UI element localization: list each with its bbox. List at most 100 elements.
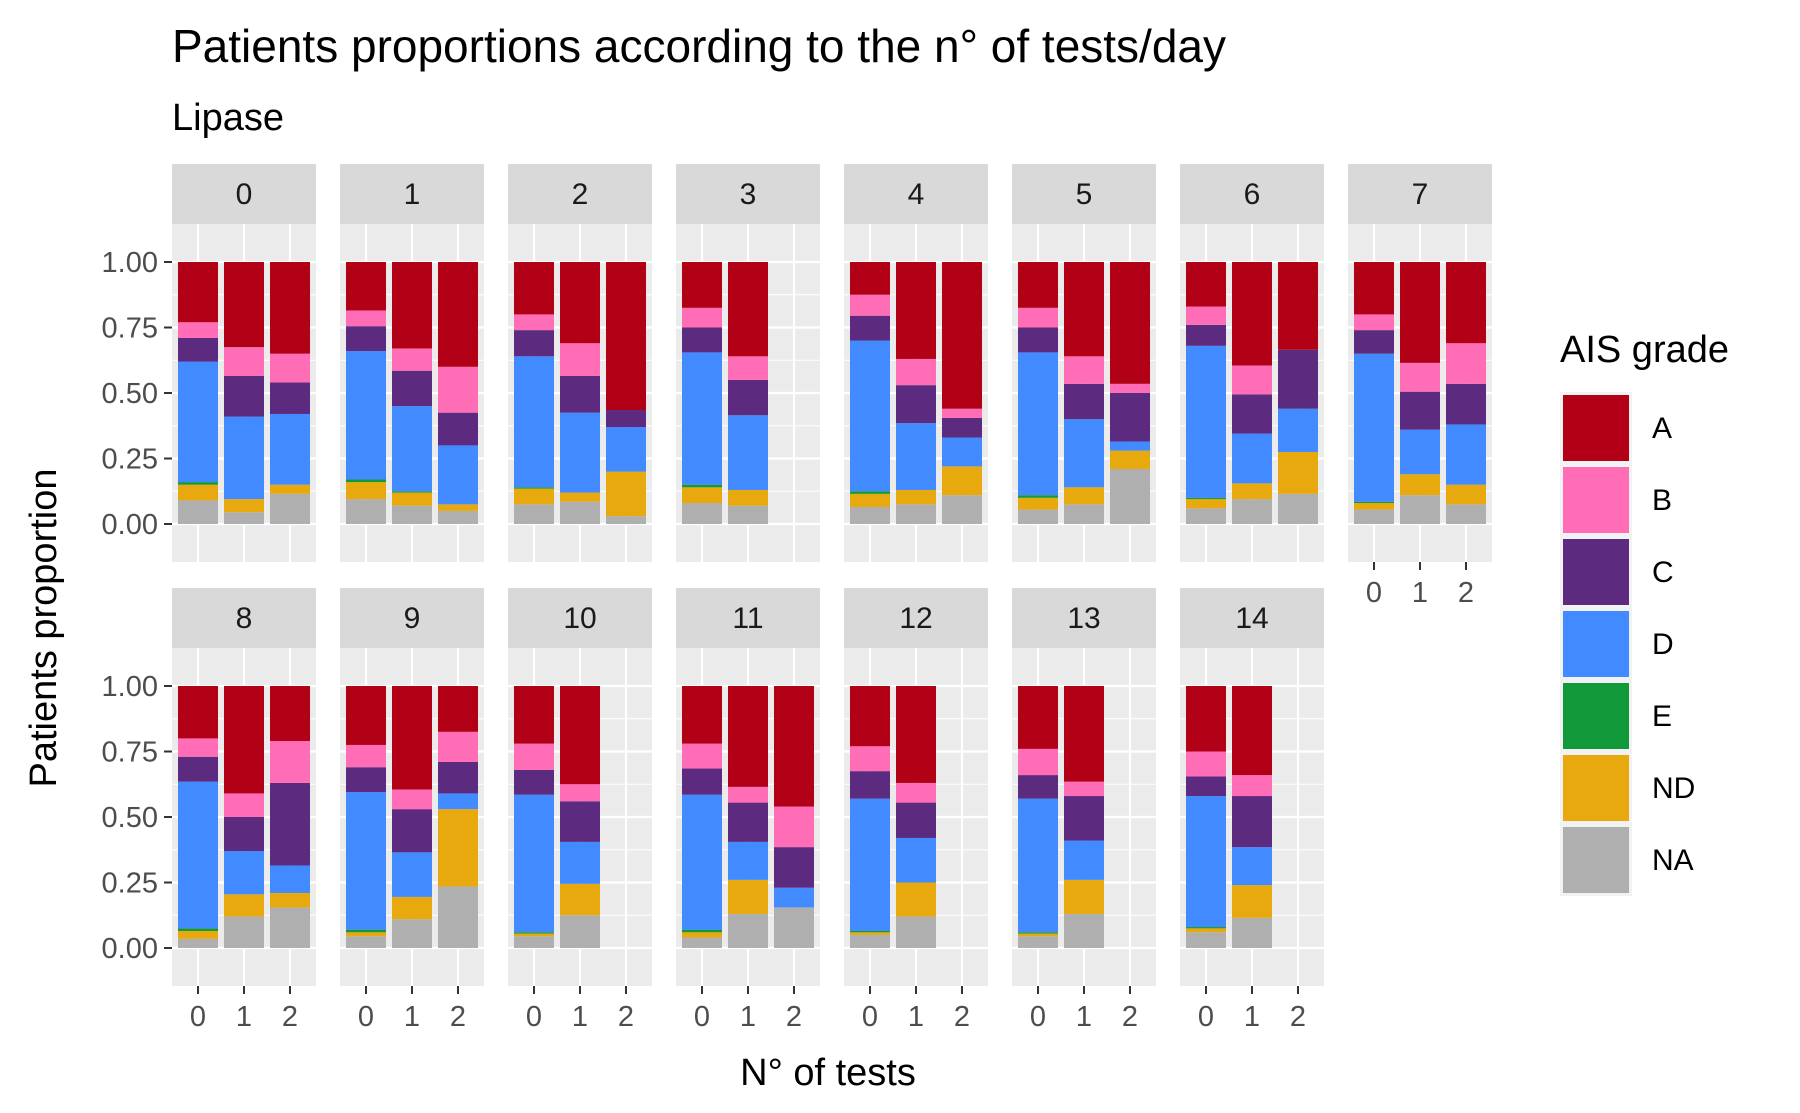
bar-segment-a xyxy=(1354,262,1394,315)
bar-segment-b xyxy=(1400,362,1440,392)
bar-segment-c xyxy=(392,809,432,853)
x-tick-label: 1 xyxy=(908,1001,924,1033)
bar-segment-c xyxy=(270,782,310,866)
bar-segment-c xyxy=(1186,776,1226,797)
bar-segment-b xyxy=(1232,775,1272,797)
y-tick-label: 0.50 xyxy=(102,802,158,834)
legend-label-a: A xyxy=(1652,412,1672,445)
bar-segment-na xyxy=(1446,504,1486,524)
bar-segment-e xyxy=(1018,932,1058,934)
bar-segment-c xyxy=(1446,383,1486,425)
bar-segment-d xyxy=(1186,345,1226,498)
bar-segment-nd xyxy=(514,933,554,937)
bar-segment-a xyxy=(896,686,936,783)
bar-segment-na xyxy=(896,916,936,948)
bar-segment-na xyxy=(270,907,310,948)
bar-segment-c xyxy=(178,337,218,362)
facet-panel-12: 120 1 2 xyxy=(844,588,988,1033)
bar-segment-nd xyxy=(728,879,768,914)
legend-swatch-a xyxy=(1563,395,1629,461)
x-tick-label: 2 xyxy=(450,1001,466,1033)
bar-segment-c xyxy=(1110,393,1150,442)
bar-segment-b xyxy=(896,358,936,386)
bar-segment-c xyxy=(224,375,264,417)
legend-swatch-c xyxy=(1563,539,1629,605)
bar-segment-a xyxy=(896,262,936,359)
bar-segment-na xyxy=(270,493,310,524)
y-tick-label: 0.25 xyxy=(102,444,158,476)
facet-strip xyxy=(508,164,652,224)
bar-segment-a xyxy=(270,686,310,742)
bar-segment-nd xyxy=(896,489,936,505)
bar-segment-d xyxy=(514,356,554,488)
bar-segment-d xyxy=(560,412,600,493)
bar-segment-d xyxy=(850,340,890,492)
bar-segment-na xyxy=(1354,509,1394,524)
bar-segment-a xyxy=(392,262,432,349)
x-tick-label: 2 xyxy=(1122,1001,1138,1033)
bar-segment-nd xyxy=(850,493,890,507)
bar-segment-nd xyxy=(346,482,386,500)
bar-segment-e xyxy=(1018,495,1058,498)
bar-segment-b xyxy=(560,343,600,376)
bar-segment-nd xyxy=(1278,451,1318,494)
facet-panel-4: 4 xyxy=(844,164,988,562)
bar-segment-na xyxy=(1186,932,1226,948)
bar-segment-nd xyxy=(560,492,600,502)
bar-segment-a xyxy=(850,262,890,295)
y-tick-label: 0.75 xyxy=(102,313,158,345)
bar-segment-c xyxy=(560,801,600,842)
x-tick-label: 0 xyxy=(694,1001,710,1033)
y-tick-label: 0.00 xyxy=(102,509,158,541)
facet-strip xyxy=(340,588,484,648)
bar-segment-nd xyxy=(1400,474,1440,496)
bar-segment-a xyxy=(438,262,478,367)
bar-segment-a xyxy=(178,686,218,739)
bar-segment-c xyxy=(896,385,936,424)
bar-segment-a xyxy=(1018,262,1058,308)
bar-segment-nd xyxy=(178,484,218,501)
bar-segment-na xyxy=(1064,504,1104,524)
bar-segment-e xyxy=(514,487,554,489)
bar-segment-na xyxy=(1110,468,1150,524)
y-tick-label: 0.00 xyxy=(102,933,158,965)
bar-segment-na xyxy=(1064,913,1104,948)
bar-segment-na xyxy=(1232,917,1272,948)
bar-segment-d xyxy=(774,887,814,908)
bar-segment-b xyxy=(896,782,936,803)
bar-segment-a xyxy=(560,686,600,785)
x-tick-label: 2 xyxy=(618,1001,634,1033)
bar-segment-na xyxy=(178,500,218,524)
x-tick-label: 1 xyxy=(236,1001,252,1033)
facet-panel-8: 8 0.00 0.25 0.50 0.75 1.00 0 1 2 xyxy=(102,588,316,1033)
facet-strip-label: 12 xyxy=(899,602,932,635)
bar-segment-d xyxy=(1064,840,1104,880)
bar-segment-a xyxy=(1278,262,1318,350)
bar-segment-na xyxy=(774,907,814,948)
facet-panel-6: 6 xyxy=(1180,164,1324,562)
bar-segment-nd xyxy=(1232,885,1272,918)
bar-segment-a xyxy=(1232,262,1272,366)
bar-segment-a xyxy=(682,686,722,744)
bar-segment-nd xyxy=(438,809,478,887)
x-tick-label: 0 xyxy=(358,1001,374,1033)
bar-segment-na xyxy=(1186,508,1226,524)
legend-label-nd: ND xyxy=(1652,772,1695,805)
bar-segment-a xyxy=(392,686,432,790)
bar-segment-a xyxy=(1018,686,1058,749)
bar-segment-b xyxy=(1186,306,1226,325)
bar-segment-na xyxy=(224,512,264,524)
bar-segment-a xyxy=(728,262,768,357)
bar-segment-c xyxy=(1018,775,1058,799)
bar-segment-nd xyxy=(1110,450,1150,469)
bar-segment-b xyxy=(346,744,386,768)
bar-segment-e xyxy=(346,479,386,483)
facet-panel-1: 1 xyxy=(340,164,484,562)
legend-label-d: D xyxy=(1652,628,1674,661)
facet-strip xyxy=(676,164,820,224)
bar-segment-d xyxy=(1232,433,1272,484)
bar-segment-d xyxy=(1018,352,1058,496)
facet-strip-label: 1 xyxy=(404,178,421,211)
bar-segment-nd xyxy=(1018,497,1058,510)
legend-swatch-na xyxy=(1563,827,1629,893)
